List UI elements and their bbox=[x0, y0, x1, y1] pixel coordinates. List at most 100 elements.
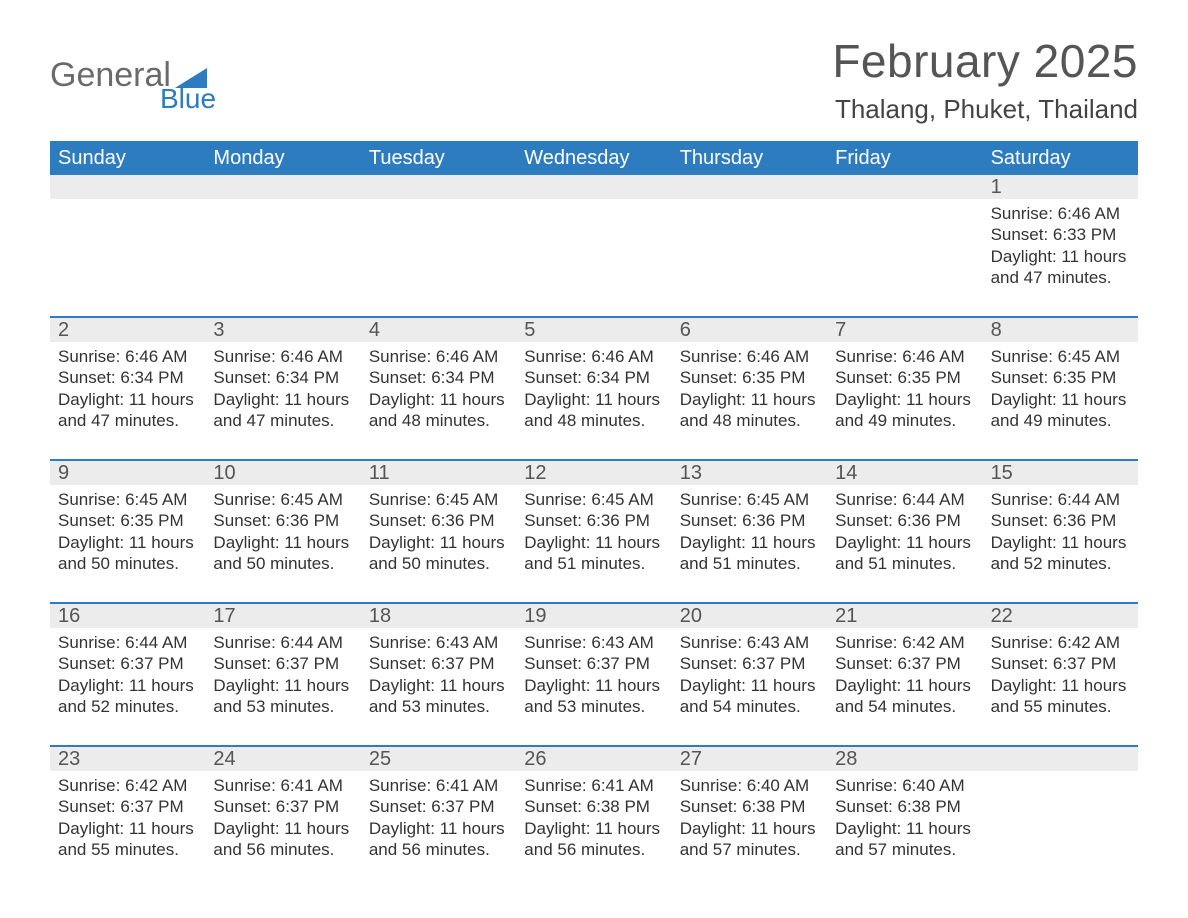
calendar-day-cell: 23Sunrise: 6:42 AMSunset: 6:37 PMDayligh… bbox=[50, 747, 205, 888]
calendar-day-cell: 9Sunrise: 6:45 AMSunset: 6:35 PMDaylight… bbox=[50, 461, 205, 602]
calendar-day-cell: 19Sunrise: 6:43 AMSunset: 6:37 PMDayligh… bbox=[516, 604, 671, 745]
sunset-line: Sunset: 6:36 PM bbox=[991, 510, 1130, 531]
day-number: 20 bbox=[680, 604, 819, 628]
day-info: Sunrise: 6:42 AMSunset: 6:37 PMDaylight:… bbox=[58, 771, 197, 860]
day-number: 1 bbox=[991, 175, 1130, 199]
weekday-header: Thursday bbox=[672, 147, 827, 170]
sunrise-line: Sunrise: 6:41 AM bbox=[213, 775, 352, 796]
day-info: Sunrise: 6:44 AMSunset: 6:36 PMDaylight:… bbox=[835, 485, 974, 574]
calendar-day-cell: 1Sunrise: 6:46 AMSunset: 6:33 PMDaylight… bbox=[983, 175, 1138, 316]
daylight-line: Daylight: 11 hours and 53 minutes. bbox=[369, 675, 508, 718]
day-number: 11 bbox=[369, 461, 508, 485]
sunrise-line: Sunrise: 6:44 AM bbox=[213, 632, 352, 653]
sunset-line: Sunset: 6:34 PM bbox=[58, 367, 197, 388]
day-info: Sunrise: 6:43 AMSunset: 6:37 PMDaylight:… bbox=[680, 628, 819, 717]
sunset-line: Sunset: 6:35 PM bbox=[58, 510, 197, 531]
sunrise-line: Sunrise: 6:46 AM bbox=[58, 346, 197, 367]
daylight-line: Daylight: 11 hours and 56 minutes. bbox=[524, 818, 663, 861]
weekday-header: Wednesday bbox=[516, 147, 671, 170]
sunset-line: Sunset: 6:36 PM bbox=[680, 510, 819, 531]
sunset-line: Sunset: 6:37 PM bbox=[58, 653, 197, 674]
calendar-week: 23Sunrise: 6:42 AMSunset: 6:37 PMDayligh… bbox=[50, 745, 1138, 888]
day-number: 5 bbox=[524, 318, 663, 342]
calendar-week: 1Sunrise: 6:46 AMSunset: 6:33 PMDaylight… bbox=[50, 175, 1138, 316]
calendar-day-cell: 13Sunrise: 6:45 AMSunset: 6:36 PMDayligh… bbox=[672, 461, 827, 602]
day-number: 6 bbox=[680, 318, 819, 342]
daylight-line: Daylight: 11 hours and 47 minutes. bbox=[991, 246, 1130, 289]
calendar-day-cell: 20Sunrise: 6:43 AMSunset: 6:37 PMDayligh… bbox=[672, 604, 827, 745]
sunset-line: Sunset: 6:37 PM bbox=[369, 653, 508, 674]
sunset-line: Sunset: 6:37 PM bbox=[58, 796, 197, 817]
sunrise-line: Sunrise: 6:46 AM bbox=[213, 346, 352, 367]
calendar-day-cell: 4Sunrise: 6:46 AMSunset: 6:34 PMDaylight… bbox=[361, 318, 516, 459]
day-info: Sunrise: 6:45 AMSunset: 6:36 PMDaylight:… bbox=[213, 485, 352, 574]
daylight-line: Daylight: 11 hours and 57 minutes. bbox=[680, 818, 819, 861]
day-info: Sunrise: 6:45 AMSunset: 6:36 PMDaylight:… bbox=[524, 485, 663, 574]
daylight-line: Daylight: 11 hours and 56 minutes. bbox=[213, 818, 352, 861]
weekday-header: Friday bbox=[827, 147, 982, 170]
daylight-line: Daylight: 11 hours and 51 minutes. bbox=[835, 532, 974, 575]
sunrise-line: Sunrise: 6:42 AM bbox=[58, 775, 197, 796]
sunset-line: Sunset: 6:38 PM bbox=[680, 796, 819, 817]
calendar-day-cell: 26 Sunrise: 6:41 AMSunset: 6:38 PMDayligh… bbox=[516, 747, 671, 888]
daylight-line: Daylight: 11 hours and 48 minutes. bbox=[524, 389, 663, 432]
day-info: Sunrise: 6:40 AMSunset: 6:38 PMDaylight:… bbox=[680, 771, 819, 860]
day-info: Sunrise: 6:46 AMSunset: 6:34 PMDaylight:… bbox=[213, 342, 352, 431]
sunset-line: Sunset: 6:36 PM bbox=[835, 510, 974, 531]
day-number: 9 bbox=[58, 461, 197, 485]
daylight-line: Daylight: 11 hours and 48 minutes. bbox=[680, 389, 819, 432]
daylight-line: Daylight: 11 hours and 50 minutes. bbox=[213, 532, 352, 575]
sunrise-line: Sunrise: 6:45 AM bbox=[524, 489, 663, 510]
daylight-line: Daylight: 11 hours and 54 minutes. bbox=[680, 675, 819, 718]
sunrise-line: Sunrise: 6:41 AM bbox=[524, 775, 663, 796]
sunrise-line: Sunrise: 6:46 AM bbox=[369, 346, 508, 367]
sunset-line: Sunset: 6:37 PM bbox=[680, 653, 819, 674]
sunset-line: Sunset: 6:34 PM bbox=[369, 367, 508, 388]
day-number: 22 bbox=[991, 604, 1130, 628]
day-number: 21 bbox=[835, 604, 974, 628]
daylight-line: Daylight: 11 hours and 50 minutes. bbox=[369, 532, 508, 575]
day-number: 3 bbox=[213, 318, 352, 342]
daylight-line: Daylight: 11 hours and 52 minutes. bbox=[991, 532, 1130, 575]
daylight-line: Daylight: 11 hours and 57 minutes. bbox=[835, 818, 974, 861]
day-info: Sunrise: 6:42 AMSunset: 6:37 PMDaylight:… bbox=[991, 628, 1130, 717]
logo: General Blue bbox=[50, 34, 216, 115]
logo-swoosh-icon bbox=[175, 66, 207, 93]
day-info: Sunrise: 6:41 AMSunset: 6:37 PMDaylight:… bbox=[213, 771, 352, 860]
sunrise-line: Sunrise: 6:46 AM bbox=[524, 346, 663, 367]
sunrise-line: Sunrise: 6:40 AM bbox=[835, 775, 974, 796]
daylight-line: Daylight: 11 hours and 47 minutes. bbox=[213, 389, 352, 432]
day-info: Sunrise: 6:44 AMSunset: 6:36 PMDaylight:… bbox=[991, 485, 1130, 574]
sunrise-line: Sunrise: 6:44 AM bbox=[58, 632, 197, 653]
day-info: Sunrise: 6:46 AMSunset: 6:33 PMDaylight:… bbox=[991, 199, 1130, 288]
day-number: 13 bbox=[680, 461, 819, 485]
sunset-line: Sunset: 6:37 PM bbox=[524, 653, 663, 674]
daylight-line: Daylight: 11 hours and 47 minutes. bbox=[58, 389, 197, 432]
sunset-line: Sunset: 6:38 PM bbox=[524, 796, 663, 817]
day-number: 28 bbox=[835, 747, 974, 771]
daylight-line: Daylight: 11 hours and 51 minutes. bbox=[680, 532, 819, 575]
day-number: 4 bbox=[369, 318, 508, 342]
day-number: 26 bbox=[524, 747, 663, 771]
calendar-day-cell: 17Sunrise: 6:44 AMSunset: 6:37 PMDayligh… bbox=[205, 604, 360, 745]
day-number: 16 bbox=[58, 604, 197, 628]
weekday-header: Sunday bbox=[50, 147, 205, 170]
calendar-day-cell: 27Sunrise: 6:40 AMSunset: 6:38 PMDayligh… bbox=[672, 747, 827, 888]
sunrise-line: Sunrise: 6:45 AM bbox=[213, 489, 352, 510]
day-number: 19 bbox=[524, 604, 663, 628]
calendar-day-cell: 12Sunrise: 6:45 AMSunset: 6:36 PMDayligh… bbox=[516, 461, 671, 602]
day-info: Sunrise: 6:46 AMSunset: 6:35 PMDaylight:… bbox=[680, 342, 819, 431]
day-info: Sunrise: 6:46 AMSunset: 6:34 PMDaylight:… bbox=[524, 342, 663, 431]
daylight-line: Daylight: 11 hours and 50 minutes. bbox=[58, 532, 197, 575]
day-number: 2 bbox=[58, 318, 197, 342]
sunset-line: Sunset: 6:37 PM bbox=[835, 653, 974, 674]
weekday-header-row: SundayMondayTuesdayWednesdayThursdayFrid… bbox=[50, 141, 1138, 175]
location-subtitle: Thalang, Phuket, Thailand bbox=[832, 94, 1138, 125]
calendar-day-cell: 28Sunrise: 6:40 AMSunset: 6:38 PMDayligh… bbox=[827, 747, 982, 888]
weekday-header: Saturday bbox=[983, 147, 1138, 170]
sunrise-line: Sunrise: 6:46 AM bbox=[835, 346, 974, 367]
calendar-day-cell bbox=[361, 175, 516, 316]
daylight-line: Daylight: 11 hours and 54 minutes. bbox=[835, 675, 974, 718]
calendar-day-cell: 16Sunrise: 6:44 AMSunset: 6:37 PMDayligh… bbox=[50, 604, 205, 745]
calendar-day-cell: 18Sunrise: 6:43 AMSunset: 6:37 PMDayligh… bbox=[361, 604, 516, 745]
